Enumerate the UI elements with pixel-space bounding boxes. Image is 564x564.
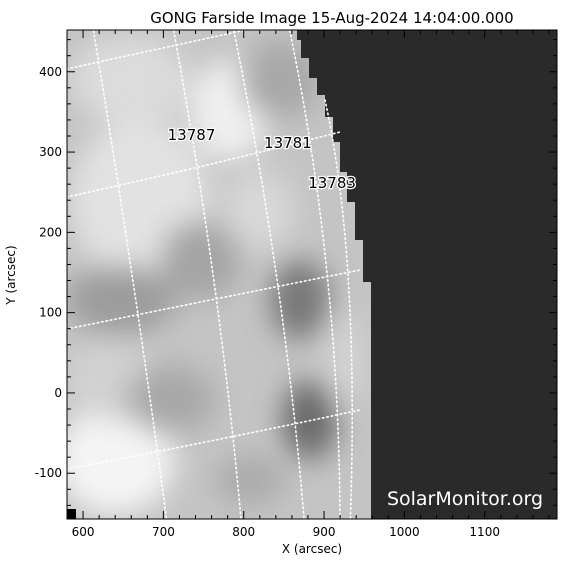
farside-intensity-image [67, 35, 363, 515]
x-tick-label: 1000 [389, 525, 420, 539]
active-region-label: 13787 [168, 126, 216, 144]
active-region-label: 13783 [308, 174, 356, 192]
off-disk-region [297, 30, 557, 519]
x-axis-title: X (arcsec) [282, 542, 342, 556]
longitude-grid-line [172, 30, 242, 519]
latitude-grid-line [67, 131, 341, 198]
y-tick-label: -100 [35, 466, 62, 480]
map-area [67, 30, 557, 519]
coordinate-grid [67, 30, 361, 519]
y-axis-title: Y (arcsec) [4, 245, 18, 305]
y-tick-label: 0 [54, 386, 62, 400]
latitude-grid-line [67, 30, 250, 70]
y-tick-label: 100 [39, 306, 62, 320]
watermark: SolarMonitor.org [387, 488, 543, 510]
x-tick-label: 700 [152, 525, 175, 539]
y-tick-label: 300 [39, 145, 62, 159]
active-region-label: 13781 [264, 134, 312, 152]
longitude-grid-line [232, 30, 305, 519]
region-labels: 13787 13781 13783 [166, 125, 357, 194]
longitude-grid-line [92, 30, 168, 519]
y-tick-label: 400 [39, 65, 62, 79]
plot-frame [66, 29, 558, 520]
x-tick-label: 800 [232, 525, 255, 539]
longitude-grid-line [324, 99, 354, 519]
x-axis: 600 700 800 900 1000 1100 [72, 30, 550, 539]
x-tick-label: 1100 [469, 525, 500, 539]
x-tick-label: 900 [313, 525, 336, 539]
corner-marker [67, 509, 76, 519]
x-tick-label: 600 [72, 525, 95, 539]
y-tick-label: 200 [39, 225, 62, 239]
y-axis: -100 0 100 200 300 400 [35, 39, 557, 506]
figure-title: GONG Farside Image 15-Aug-2024 14:04:00.… [150, 9, 513, 27]
latitude-grid-line [67, 409, 361, 470]
longitude-grid-line [288, 30, 341, 519]
